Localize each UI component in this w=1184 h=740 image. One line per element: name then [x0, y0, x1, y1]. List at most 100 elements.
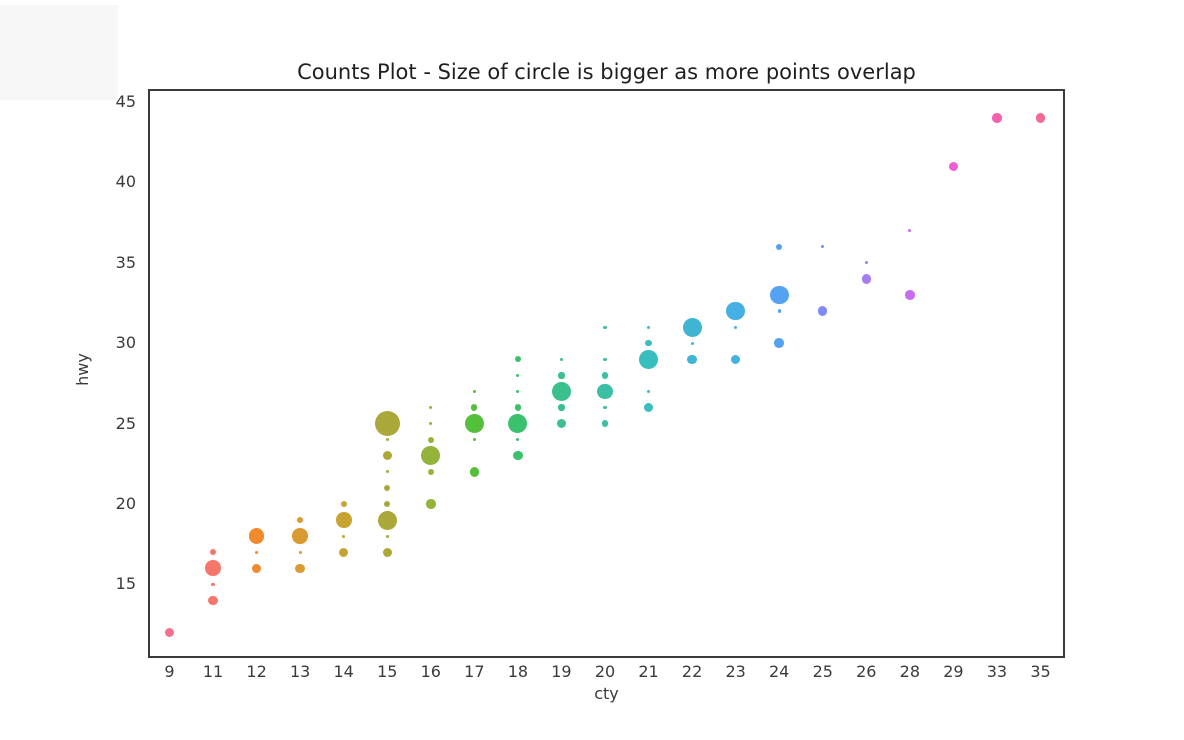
data-point [429, 405, 433, 410]
data-point [516, 389, 520, 393]
data-point [472, 438, 476, 442]
data-point [730, 354, 741, 364]
data-point [211, 582, 215, 586]
y-tick-label: 45 [115, 92, 136, 111]
data-point [601, 372, 609, 379]
data-point [552, 381, 571, 401]
x-tick-label: 13 [289, 662, 311, 681]
data-point [516, 438, 520, 442]
data-point [992, 113, 1002, 123]
data-point [385, 438, 389, 442]
x-tick-label: 26 [856, 662, 877, 681]
data-point [769, 285, 789, 305]
data-point [777, 309, 781, 313]
data-point [255, 550, 259, 554]
data-point [427, 468, 434, 475]
data-point [421, 446, 441, 466]
y-axis-label: hwy [72, 353, 92, 386]
data-point [905, 290, 915, 300]
x-tick-label: 9 [164, 662, 175, 681]
x-tick-label: 15 [377, 662, 398, 681]
data-point [377, 510, 397, 530]
data-point [516, 373, 520, 377]
data-point [426, 499, 436, 509]
x-tick-label: 17 [464, 662, 485, 681]
chart-title: Counts Plot - Size of circle is bigger a… [297, 60, 916, 84]
data-point [597, 383, 613, 400]
data-point [251, 563, 262, 574]
data-point [508, 414, 528, 434]
data-point [464, 414, 484, 434]
data-point [690, 341, 694, 345]
x-tick-label: 11 [202, 662, 224, 681]
data-point [513, 451, 523, 461]
x-tick-label: 25 [812, 662, 833, 681]
data-point [514, 356, 522, 363]
y-tick-label: 25 [115, 413, 136, 433]
data-point [298, 550, 302, 554]
data-point [948, 161, 959, 172]
data-point [514, 404, 522, 411]
data-point [295, 563, 305, 574]
data-point [469, 467, 480, 477]
x-tick-label: 18 [507, 662, 529, 681]
data-point [603, 325, 607, 329]
data-point [726, 301, 746, 321]
data-point [559, 357, 564, 361]
data-point [908, 229, 912, 233]
data-point [682, 317, 702, 337]
data-point [558, 372, 565, 379]
data-point [472, 389, 476, 393]
data-point [385, 534, 389, 538]
data-point [687, 354, 697, 364]
data-point [384, 500, 391, 508]
data-point [164, 627, 175, 638]
data-point [382, 547, 392, 557]
data-point [821, 245, 825, 249]
data-point [603, 405, 607, 410]
data-point [292, 528, 309, 545]
data-point [209, 549, 217, 556]
data-point [643, 402, 654, 413]
data-point [374, 411, 400, 437]
data-point [864, 261, 868, 265]
data-point [384, 484, 391, 492]
y-tick-label: 30 [115, 333, 136, 353]
x-tick-label: 24 [769, 662, 790, 681]
data-point [603, 357, 607, 361]
data-point [818, 306, 828, 316]
x-tick-label: 12 [246, 662, 267, 681]
data-point [205, 560, 221, 577]
x-tick-label: 20 [594, 662, 616, 681]
data-point [776, 243, 783, 250]
data-point [427, 436, 434, 443]
x-tick-label: 29 [943, 662, 964, 681]
data-point [734, 325, 738, 329]
x-tick-label: 22 [681, 662, 703, 681]
x-tick-label: 23 [725, 662, 746, 681]
data-point [861, 274, 871, 284]
x-tick-label: 33 [986, 662, 1008, 681]
data-point [382, 451, 392, 461]
x-axis-label: cty [594, 684, 619, 703]
y-tick-label: 40 [115, 172, 136, 192]
y-tick-label: 15 [115, 574, 136, 594]
data-point [639, 349, 658, 369]
data-point [556, 418, 567, 429]
data-point [429, 422, 433, 426]
data-point [558, 404, 565, 411]
plot-area [148, 89, 1065, 658]
data-point [342, 534, 346, 538]
data-point [601, 420, 609, 427]
y-tick-label: 35 [115, 252, 136, 272]
data-point [385, 470, 389, 474]
data-point [646, 389, 651, 393]
x-tick-label: 35 [1030, 662, 1051, 681]
data-point [471, 404, 478, 411]
x-tick-label: 21 [638, 662, 659, 681]
data-point [297, 516, 304, 524]
x-tick-label: 28 [899, 662, 921, 681]
y-tick-label: 20 [115, 494, 136, 513]
data-point [774, 338, 784, 348]
